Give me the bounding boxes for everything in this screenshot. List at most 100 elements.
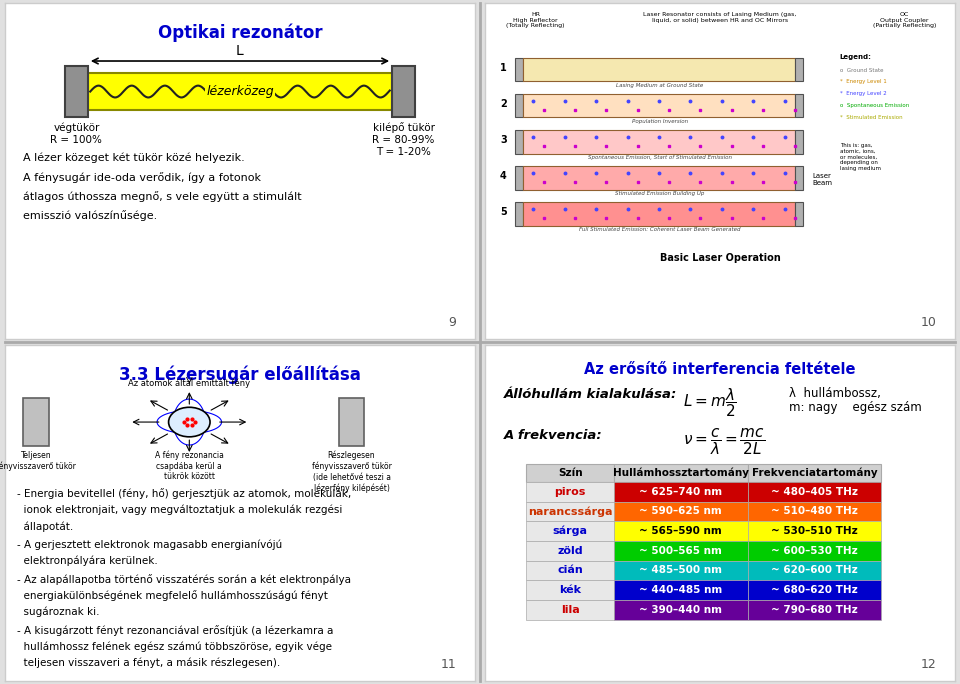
Text: ~ 680–620 THz: ~ 680–620 THz [771,585,858,595]
Text: A frekvencia:: A frekvencia: [503,430,602,443]
Text: *  Energy Level 2: * Energy Level 2 [840,91,886,96]
Text: sárga: sárga [553,526,588,536]
Text: energiakülönbségének megfelelő hullámhosszúságú fényt: energiakülönbségének megfelelő hullámhos… [16,590,327,601]
Bar [526,482,614,501]
Text: 5: 5 [500,207,507,218]
Text: 3: 3 [500,135,507,145]
Bar [526,541,614,561]
Text: Population Inversion: Population Inversion [632,119,688,124]
Text: 3.3 Lézersugár előállítása: 3.3 Lézersugár előállítása [119,365,361,384]
Bar [795,202,804,226]
Bar [748,464,881,482]
Bar [523,202,795,226]
Text: Spontaneous Emission, Start of Stimulated Emission: Spontaneous Emission, Start of Stimulate… [588,155,732,160]
Text: Hullámhossztartomány: Hullámhossztartomány [612,468,749,478]
Bar [339,398,365,446]
Text: Az atomok által emittált fény: Az atomok által emittált fény [129,378,251,388]
Text: Lasing Medium at Ground State: Lasing Medium at Ground State [616,83,704,88]
Text: ~ 600–530 THz: ~ 600–530 THz [771,546,858,556]
Text: $L = m\dfrac{\lambda}{2}$: $L = m\dfrac{\lambda}{2}$ [684,386,737,419]
Bar [748,482,881,501]
Bar [614,561,748,580]
Text: sugároznak ki.: sugároznak ki. [16,607,99,617]
Text: - Energia bevitellel (fény, hő) gerjesztjük az atomok, molekulák,: - Energia bevitellel (fény, hő) gerjeszt… [16,488,350,499]
Bar [748,541,881,561]
Bar [526,600,614,620]
Bar [515,57,523,81]
Bar [614,600,748,620]
Text: Stimulated Emission Building Up: Stimulated Emission Building Up [615,191,705,196]
Bar [523,130,795,154]
Text: piros: piros [555,486,586,497]
Text: narancssárga: narancssárga [528,506,612,516]
Bar [523,57,795,81]
Bar [23,398,49,446]
Text: ~ 440–485 nm: ~ 440–485 nm [639,585,723,595]
Bar [526,521,614,541]
Text: Teljesen
fényvisszaverő tükör: Teljesen fényvisszaverő tükör [0,451,76,471]
Bar [748,501,881,521]
Bar [88,73,392,110]
Text: ~ 390–440 nm: ~ 390–440 nm [639,605,722,615]
Text: Részlegesen
fényvisszaverő tükör
(ide lehetővé teszi a
lézerfény kilépését): Részlegesen fényvisszaverő tükör (ide le… [312,451,392,492]
Text: - A gerjesztett elektronok magasabb energianívójú: - A gerjesztett elektronok magasabb ener… [16,539,282,550]
Text: állapotát.: állapotát. [16,521,73,531]
Text: emisszió valószínűsége.: emisszió valószínűsége. [23,210,157,221]
Text: A fény rezonancia
csapdába kerül a
tükrök között: A fény rezonancia csapdába kerül a tükrö… [155,451,224,481]
Text: 11: 11 [441,657,457,670]
Text: lézerközeg: lézerközeg [206,85,274,98]
Bar [515,94,523,118]
Text: λ  hullámbossz,: λ hullámbossz, [789,386,881,399]
Text: cián: cián [558,566,583,575]
Bar [748,580,881,600]
Bar [523,166,795,189]
Bar [526,580,614,600]
Text: ~ 480–405 THz: ~ 480–405 THz [771,486,858,497]
Text: 9: 9 [448,315,457,328]
Text: Frekvenciatartomány: Frekvenciatartomány [752,468,877,478]
Text: Legend:: Legend: [840,55,872,60]
Text: - A kisugárzott fényt rezonanciával erősítjük (a lézerkamra a: - A kisugárzott fényt rezonanciával erős… [16,624,333,635]
Text: ~ 565–590 nm: ~ 565–590 nm [639,526,722,536]
Text: ~ 620–600 THz: ~ 620–600 THz [771,566,858,575]
Bar [614,580,748,600]
Text: ~ 500–565 nm: ~ 500–565 nm [639,546,722,556]
Text: - Az alapállapotba történő visszatérés során a két elektronpálya: - Az alapállapotba történő visszatérés s… [16,574,350,585]
Bar [523,94,795,118]
Text: ~ 485–500 nm: ~ 485–500 nm [639,566,722,575]
Text: ~ 625–740 nm: ~ 625–740 nm [639,486,722,497]
Text: HR
High Reflector
(Totally Reflecting): HR High Reflector (Totally Reflecting) [507,12,564,28]
Text: 1: 1 [500,63,507,73]
Bar [614,541,748,561]
Bar [392,66,415,117]
Text: OC
Output Coupler
(Partially Reflecting): OC Output Coupler (Partially Reflecting) [873,12,936,28]
Bar [614,501,748,521]
Text: Full Stimulated Emission: Coherent Laser Beam Generated: Full Stimulated Emission: Coherent Laser… [579,227,741,232]
Text: ~ 510–480 THz: ~ 510–480 THz [771,506,858,516]
Text: Basic Laser Operation: Basic Laser Operation [660,253,780,263]
Bar [795,94,804,118]
Text: $\nu = \dfrac{c}{\lambda} = \dfrac{mc}{2L}$: $\nu = \dfrac{c}{\lambda} = \dfrac{mc}{2… [684,428,765,458]
Text: hullámhossz felének egész számú többszöröse, egyik vége: hullámhossz felének egész számú többször… [16,641,331,652]
Text: 4: 4 [500,171,507,181]
Bar [515,130,523,154]
Text: végtükör
R = 100%: végtükör R = 100% [51,122,103,144]
Text: lila: lila [561,605,580,615]
Bar [748,600,881,620]
Bar [748,521,881,541]
Bar [614,464,748,482]
Text: ionok elektronjait, vagy megváltoztatjuk a molekulák rezgési: ionok elektronjait, vagy megváltoztatjuk… [16,505,342,515]
Text: o  Ground State: o Ground State [840,68,883,73]
Bar [515,202,523,226]
Text: ~ 790–680 THz: ~ 790–680 THz [771,605,858,615]
Text: A lézer közeget két tükör közé helyezik.: A lézer közeget két tükör közé helyezik. [23,153,245,163]
Text: Laser Resonator consists of Lasing Medium (gas,
liquid, or solid) between HR and: Laser Resonator consists of Lasing Mediu… [643,12,797,23]
Text: *  Stimulated Emission: * Stimulated Emission [840,115,902,120]
Text: Állóhullám kialakulása:: Állóhullám kialakulása: [503,389,677,402]
Text: Az erősítő interferencia feltétele: Az erősítő interferencia feltétele [585,362,855,377]
Text: m: nagy    egész szám: m: nagy egész szám [789,401,922,414]
Text: A fénysugár ide-oda verődik, így a fotonok: A fénysugár ide-oda verődik, így a foton… [23,172,261,183]
Bar [526,464,614,482]
Bar [65,66,88,117]
Text: Optikai rezonátor: Optikai rezonátor [157,23,323,42]
